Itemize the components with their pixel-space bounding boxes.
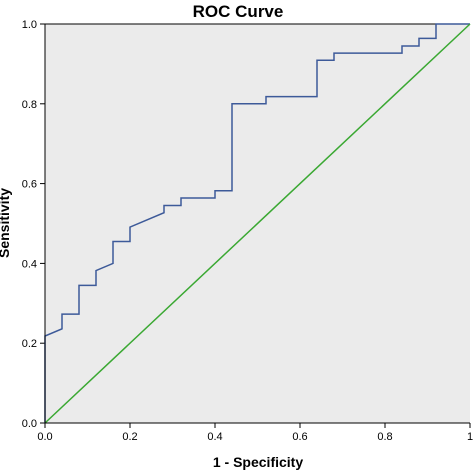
x-tick-label: 0.6 (292, 431, 307, 443)
x-tick-label: 0.0 (37, 431, 52, 443)
x-tick-label: 0.2 (122, 431, 137, 443)
y-tick-label: 1.0 (22, 19, 37, 31)
chart-title: ROC Curve (193, 2, 284, 21)
y-axis-label: Sensitivity (0, 188, 12, 258)
x-tick-label: 0.4 (207, 431, 222, 443)
y-tick-label: 0.8 (22, 99, 37, 111)
y-tick-label: 0.6 (22, 179, 37, 191)
x-tick-label: 0.8 (377, 431, 392, 443)
y-tick-label: 0.2 (22, 338, 37, 350)
reference-diagonal-line (44, 23, 471, 424)
y-tick-label: 0.4 (22, 258, 37, 270)
series-layer (44, 23, 471, 424)
ticks-layer: 0.0 0.2 0.4 0.6 0.8 1 0.0 0.2 0.4 0.6 0.8 1.0 (22, 19, 473, 443)
x-axis-label: 1 - Specificity (213, 454, 303, 470)
roc-curve-line (44, 23, 470, 423)
x-tick-label: 1 (467, 431, 473, 443)
y-tick-label: 0.0 (22, 418, 37, 430)
